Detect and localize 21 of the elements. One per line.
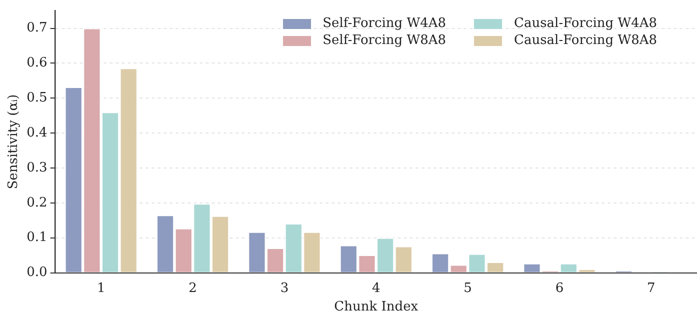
y-tick-label: 0.6 — [26, 56, 48, 71]
y-tick-label: 0.7 — [26, 20, 48, 36]
x-tick-label: 4 — [372, 280, 380, 296]
x-tick-label: 7 — [647, 280, 656, 296]
y-tick-label: 0.3 — [26, 160, 48, 176]
x-tick-label: 6 — [555, 280, 564, 296]
legend-label: Self-Forcing W4A8 — [322, 16, 446, 31]
y-tick-label: 0.4 — [26, 125, 48, 140]
y-axis-title: Sensitivity (αᵢ) — [6, 94, 22, 190]
y-tick-label: 0.0 — [26, 265, 48, 280]
legend-label: Self-Forcing W8A8 — [322, 33, 446, 48]
y-tick-label: 0.5 — [26, 90, 48, 106]
x-tick-label: 3 — [280, 280, 289, 296]
x-tick-label: 1 — [96, 280, 106, 296]
y-tick-label: 0.1 — [26, 230, 48, 246]
x-tick-label: 2 — [188, 280, 197, 296]
x-tick-label: 5 — [464, 280, 472, 296]
legend-label: Causal-Forcing W8A8 — [514, 33, 657, 48]
legend-label: Causal-Forcing W4A8 — [514, 16, 657, 31]
y-tick-label: 0.2 — [26, 195, 48, 210]
x-axis-title: Chunk Index — [334, 300, 419, 315]
